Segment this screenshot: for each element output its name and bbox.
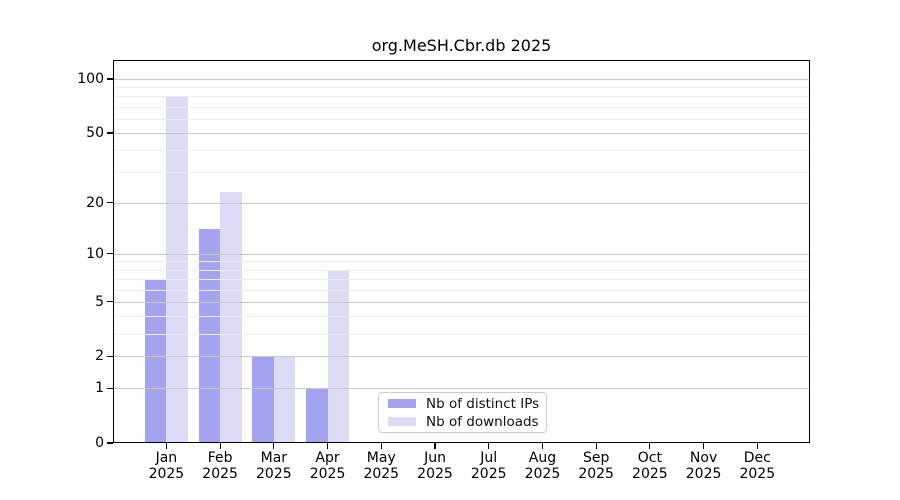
x-tick-label: Jan 2025 [148,450,185,482]
x-tick [541,443,544,449]
x-tick [649,443,651,449]
y-tick-label: 1 [95,380,104,397]
legend-label-distinct-ips: Nb of distinct IPs [426,395,540,412]
y-tick-label: 5 [95,293,104,310]
y-tick [107,355,113,357]
legend-swatch-downloads-icon [388,417,416,426]
bar-downloads [220,192,242,443]
gridline-major [113,79,810,81]
x-tick-label: May 2025 [363,450,400,482]
bar-downloads [273,356,296,443]
y-tick-label: 10 [86,245,104,262]
x-tick [326,443,329,449]
x-tick [219,443,221,449]
y-tick-label: 2 [95,348,104,365]
gridline-minor [113,289,810,291]
y-tick-label: 50 [86,124,104,141]
gridline-minor [113,333,810,335]
gridline-minor [113,261,810,263]
y-tick-label: 100 [77,71,104,88]
x-tick-label: Oct 2025 [632,450,668,482]
x-tick [703,443,705,449]
y-tick [107,387,113,389]
legend-label-downloads: Nb of downloads [426,413,539,430]
gridline-major [113,301,810,303]
gridline-minor [113,172,810,174]
legend: Nb of distinct IPs Nb of downloads [378,392,547,433]
y-tick [107,442,113,444]
gridline-major [113,356,810,358]
gridline-major [113,388,810,390]
gridline-minor [113,118,810,120]
bar-distinct-ips [306,388,328,443]
y-tick [107,202,113,204]
bar-distinct-ips [144,279,167,443]
y-tick-label: 20 [86,194,104,211]
gridline-minor [113,87,810,89]
x-tick [380,443,382,449]
x-tick [595,443,597,449]
x-tick-label: Jun 2025 [417,450,453,482]
x-tick-label: Sep 2025 [578,450,614,482]
y-tick-label: 0 [95,435,104,451]
x-tick-label: Mar 2025 [256,450,292,482]
legend-item-distinct-ips: Nb of distinct IPs [379,395,546,412]
gridline-minor [113,316,810,318]
legend-item-downloads: Nb of downloads [379,413,546,430]
gridline-minor [113,96,810,98]
x-tick [756,443,758,449]
x-tick-label: Feb 2025 [202,450,238,482]
chart-title: org.MeSH.Cbr.db 2025 [371,36,552,55]
gridline-major [113,132,810,134]
x-tick-label: Apr 2025 [309,450,346,482]
gridline-major [113,202,810,204]
legend-swatch-distinct-ips-icon [388,399,416,408]
x-tick-label: Dec 2025 [739,450,776,482]
gridline-minor [113,106,810,108]
y-tick [107,253,113,255]
x-tick [488,443,490,449]
gridline-minor [113,279,810,280]
gridline-minor [113,269,810,271]
y-tick [107,78,113,80]
bar-downloads [327,269,350,443]
x-tick-label: Nov 2025 [685,450,722,482]
bar-distinct-ips [198,229,221,443]
gridline-major [113,253,810,255]
x-tick [273,443,275,449]
y-tick [107,132,113,134]
y-tick [107,301,113,303]
x-tick [165,443,167,449]
x-tick [434,443,436,449]
x-tick-label: Jul 2025 [470,450,507,482]
bar-distinct-ips [252,356,274,443]
x-tick-label: Aug 2025 [524,450,561,482]
gridline-minor [113,150,810,152]
